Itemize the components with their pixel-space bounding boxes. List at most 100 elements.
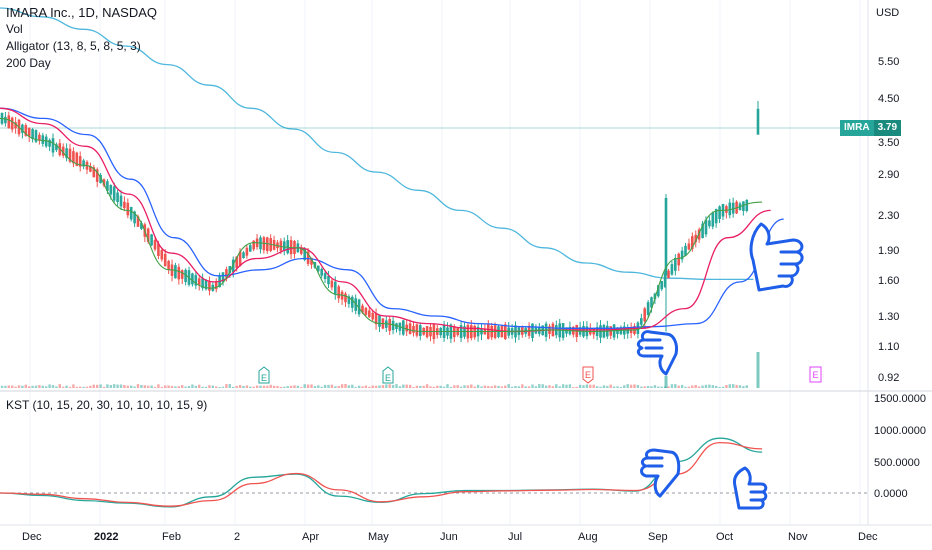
candle — [415, 323, 419, 338]
volume-bar — [272, 385, 276, 388]
candle — [674, 254, 677, 276]
volume-bar — [493, 385, 497, 388]
volume-bar — [123, 385, 126, 388]
kst-tick: 0.0000 — [874, 488, 908, 500]
candle — [82, 158, 85, 170]
volume-bar — [242, 386, 245, 388]
volume-bar — [99, 384, 102, 388]
candle — [330, 278, 334, 291]
earnings-marker[interactable]: E — [582, 366, 594, 384]
candle — [293, 240, 296, 259]
volume-bar — [745, 385, 748, 388]
volume-bar — [599, 386, 602, 388]
volume-bar — [732, 384, 735, 388]
volume-bar — [609, 384, 612, 388]
volume-bar — [303, 384, 306, 388]
volume-bar — [116, 384, 119, 388]
candle — [687, 238, 691, 251]
candle — [48, 138, 51, 152]
volume-bar — [623, 385, 626, 388]
candle — [344, 291, 347, 307]
candle — [283, 237, 286, 256]
thumbs-up-icon — [733, 466, 768, 510]
candle — [364, 307, 368, 317]
date-tick: Aug — [578, 531, 598, 543]
candle — [27, 127, 31, 142]
thumbs-up-icon — [749, 222, 804, 292]
volume-bar — [133, 386, 136, 388]
volume-bar — [378, 385, 381, 388]
volume-bar — [21, 385, 24, 388]
candle — [249, 243, 252, 252]
legend-alligator[interactable]: Alligator (13, 8, 5, 8, 5, 3) — [6, 39, 141, 53]
candle — [347, 294, 351, 308]
volume-bar — [419, 385, 422, 388]
earnings-marker[interactable]: E — [382, 366, 394, 384]
candle — [123, 196, 126, 212]
volume-bar — [259, 385, 262, 388]
volume-bar — [269, 384, 272, 388]
volume-bar — [691, 385, 694, 388]
legend-kst[interactable]: KST (10, 15, 20, 30, 10, 10, 10, 15, 9) — [6, 398, 208, 412]
price-tick: 0.92 — [878, 372, 899, 384]
candle — [116, 189, 119, 206]
candle — [129, 206, 133, 222]
volume-bar — [429, 386, 432, 388]
kst-tick: 500.0000 — [874, 457, 920, 469]
volume-bar — [629, 384, 633, 388]
earnings-marker[interactable]: E — [258, 366, 270, 384]
candle — [300, 244, 303, 256]
volume-bar — [381, 385, 385, 388]
volume-bar — [130, 385, 133, 388]
volume-bar — [602, 385, 606, 388]
volume-bar — [79, 386, 82, 388]
legend-vol[interactable]: Vol — [6, 22, 23, 36]
volume-bar — [521, 384, 524, 388]
volume-bar — [670, 384, 674, 388]
volume-bar — [725, 385, 728, 388]
candle — [208, 276, 211, 296]
volume-bar — [136, 384, 140, 388]
volume-bars — [0, 352, 760, 388]
volume-bar — [701, 385, 704, 388]
candle — [388, 315, 391, 335]
candle — [85, 160, 89, 174]
candle — [667, 269, 670, 279]
volume-bar — [34, 385, 38, 388]
candle — [531, 323, 534, 342]
volume-bar — [283, 386, 286, 388]
volume-bar — [167, 385, 170, 388]
volume-bar — [650, 386, 653, 388]
alligator-teeth-line — [0, 107, 771, 333]
volume-bar — [425, 384, 429, 388]
volume-bar — [204, 386, 208, 388]
volume-bar — [41, 385, 44, 388]
volume-bar — [153, 386, 157, 388]
volume-bar — [7, 385, 10, 388]
legend-200-day[interactable]: 200 Day — [6, 56, 51, 70]
volume-bar — [65, 385, 68, 388]
candle — [408, 319, 412, 335]
volume-bar — [674, 384, 677, 388]
candle — [259, 235, 262, 254]
date-tick: Oct — [716, 531, 733, 543]
candle — [670, 261, 674, 276]
volume-bar — [113, 384, 116, 388]
volume-bar — [344, 384, 347, 388]
date-tick: May — [368, 531, 389, 543]
candle — [214, 278, 218, 293]
volume-bar — [0, 385, 4, 388]
volume-bar — [578, 384, 582, 388]
svg-text:E: E — [585, 370, 591, 380]
earnings-marker[interactable]: E — [809, 366, 822, 383]
volume-bar — [589, 384, 592, 388]
chart-title[interactable]: IMARA Inc., 1D, NASDAQ — [6, 5, 157, 20]
candle — [245, 245, 249, 259]
candle — [255, 234, 259, 250]
ticker-label: IMRA — [840, 120, 874, 136]
candle — [551, 321, 555, 337]
volume-bar — [640, 386, 643, 388]
candle — [711, 211, 715, 230]
volume-bar — [150, 385, 153, 388]
